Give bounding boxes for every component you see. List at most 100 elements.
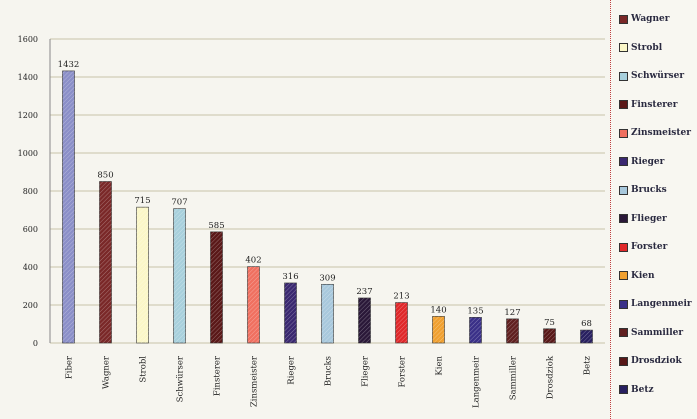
x-tick-label: Sammiller [509,355,519,400]
legend-item: Sammiller [619,326,683,340]
x-tick-label: Kien [435,355,445,375]
data-label: 68 [581,319,592,329]
legend-item: Schwürser [619,69,684,83]
legend-label: Schwürser [631,71,685,81]
x-tick-label: Strobl [139,356,149,383]
x-axis-labels: Fiber Wagner Strobl Schwürser Finsterer Zinsm… [65,355,593,408]
y-tick-label: 400 [23,263,38,272]
legend-item: Langenmeir [619,297,692,311]
bar-hatch [321,284,334,343]
x-tick-label: Finsterer [213,355,223,396]
data-label: 140 [430,305,446,315]
legend-label: Forster [631,242,668,252]
bar-hatch [136,207,149,343]
legend-swatch [619,271,628,280]
legend-label: Rieger [631,156,665,167]
y-axis: 0 200 400 600 800 1000 1200 1400 1600 [18,35,51,348]
bar-hatch [62,70,75,344]
x-tick-label: Brucks [324,356,334,386]
bar-hatch [210,231,223,343]
x-tick-label: Forster [398,355,408,387]
bar-hatch [358,297,371,343]
x-tick-label: Fiber [65,355,75,379]
y-tick-label: 1400 [18,73,38,82]
legend-item: Flieger [619,212,667,226]
bar-hatch [395,302,408,343]
legend-label: Strobl [631,42,663,53]
legend-label: Kien [631,270,655,281]
legend-swatch [619,356,628,366]
legend-label: Langenmeir [631,299,692,309]
legend-item: Zinsmeister [619,126,691,140]
legend-swatch [619,328,628,337]
x-tick-label: Rieger [287,355,297,385]
bar-hatch [580,330,593,343]
data-label: 237 [356,287,372,297]
bar-chart: 0 200 400 600 800 1000 1200 1400 1600 1432 850 715… [18,35,605,408]
data-label: 1432 [58,60,80,70]
legend-swatch [619,100,628,109]
legend-label: Zinsmeister [631,128,691,138]
legend-item: Kien [619,269,655,283]
x-tick-label: Schwürser [176,355,186,402]
y-tick-label: 1200 [18,111,38,120]
data-label: 75 [544,318,555,328]
x-tick-label: Wagner [102,355,112,389]
data-label: 585 [208,221,224,231]
bar-hatch [469,317,482,343]
legend-item: Wagner [619,12,669,26]
legend-swatch [619,43,628,52]
legend-item: Strobl [619,41,662,55]
legend-item: Brucks [619,183,667,197]
legend-swatch [619,242,628,252]
x-tick-label: Langenmeir [472,355,482,408]
legend-item: Drosdziok [619,354,682,368]
bar-hatch [284,282,297,343]
bar-hatch [173,208,186,343]
x-tick-label: Flieger [361,355,371,387]
legend-swatch [619,385,628,394]
legend-item: Finsterer [619,98,678,112]
data-label: 127 [504,308,520,318]
data-label: 850 [97,171,113,181]
legend-swatch [619,71,628,81]
data-label: 213 [393,292,409,302]
y-tick-label: 600 [23,225,38,234]
y-tick-label: 1000 [18,149,38,158]
x-tick-label: Zinsmeister [250,355,260,407]
bar-hatch [432,316,445,343]
legend-swatch [619,157,628,166]
data-label: 135 [467,306,483,316]
legend-label: Brucks [631,185,667,195]
legend-item: Betz [619,383,654,397]
legend-label: Sammiller [631,327,684,338]
legend-label: Betz [631,384,654,395]
legend-label: Wagner [631,14,670,24]
legend-swatch [619,128,628,138]
data-label: 309 [319,273,335,283]
x-tick-label: Drosdziok [546,355,556,399]
legend-swatch [619,214,628,223]
y-tick-label: 200 [23,301,38,310]
data-labels: 1432 850 715 707 585 402 316 309 237 213 140 135 127… [58,60,592,329]
data-label: 715 [134,196,150,206]
legend: Wagner Strobl Schwürser Finsterer Zinsmeiste… [610,0,697,419]
legend-label: Finsterer [631,99,678,110]
data-label: 316 [282,272,298,282]
y-tick-label: 0 [33,339,38,348]
legend-label: Flieger [631,213,667,224]
legend-label: Drosdziok [631,356,682,366]
bar-hatch [543,328,556,343]
legend-swatch [619,14,628,24]
bar-hatch [99,181,112,343]
legend-swatch [619,185,628,195]
data-label: 402 [245,256,261,266]
bars [62,70,593,344]
y-tick-label: 1600 [18,35,38,44]
bar-hatch [247,266,260,343]
x-tick-label: Betz [583,355,593,375]
data-label: 707 [171,198,187,208]
legend-item: Forster [619,240,667,254]
y-tick-label: 800 [23,187,38,196]
